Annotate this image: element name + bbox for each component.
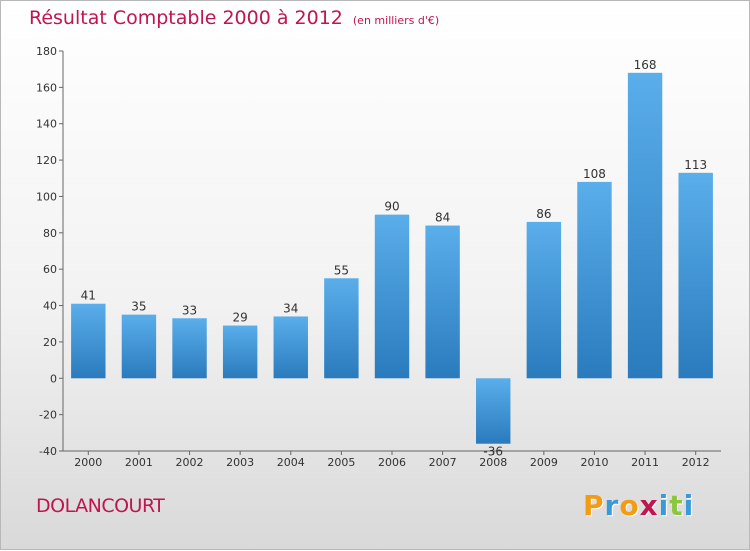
bar <box>222 325 258 379</box>
y-tick-label: 20 <box>43 336 57 349</box>
x-tick-label: 2010 <box>580 456 608 469</box>
x-tick-label: 2003 <box>226 456 254 469</box>
x-tick-label: 2011 <box>631 456 659 469</box>
bar <box>476 378 511 444</box>
bar-value-label: 33 <box>182 303 197 317</box>
y-tick-label: 140 <box>36 118 57 131</box>
bar-value-label: 34 <box>283 301 298 315</box>
y-tick-label: 120 <box>36 154 57 167</box>
bar-value-label: 168 <box>634 58 657 72</box>
commune-name: DOLANCOURT <box>36 495 165 517</box>
logo-letter: t <box>669 489 684 522</box>
chart-value-labels: 41 35 33 29 34 55 90 84 -36 86 108 168 113 <box>81 58 707 459</box>
chart-subtitle: (en milliers d'€) <box>352 14 440 27</box>
x-tick-label: 2004 <box>277 456 305 469</box>
bar <box>324 278 359 379</box>
bar-value-label: 29 <box>233 311 248 325</box>
bar <box>425 225 460 379</box>
bar-value-label: 55 <box>334 263 349 277</box>
proxiti-logo[interactable]: Proxiti <box>583 489 694 522</box>
y-tick-label: 40 <box>43 300 57 313</box>
x-tick-label: 2005 <box>327 456 355 469</box>
y-tick-label: 100 <box>36 190 57 203</box>
x-tick-label: 2002 <box>176 456 204 469</box>
x-tick-label: 2000 <box>74 456 102 469</box>
bar <box>627 72 663 379</box>
bar-value-label: 108 <box>583 167 606 181</box>
bar <box>121 314 157 379</box>
y-tick-label: 60 <box>43 263 57 276</box>
bar-value-label: -36 <box>483 445 503 459</box>
y-tick-label: -20 <box>39 409 57 422</box>
bar <box>678 172 713 379</box>
bar-value-label: 41 <box>81 289 96 303</box>
x-tick-label: 2007 <box>429 456 457 469</box>
bar-value-label: 84 <box>435 211 450 225</box>
bar-value-label: 90 <box>384 200 399 214</box>
bar <box>273 316 308 379</box>
y-tick-label: 80 <box>43 227 57 240</box>
x-tick-label: 2009 <box>530 456 558 469</box>
bar <box>172 318 207 379</box>
chart-title-text: Résultat Comptable 2000 à 2012 <box>29 7 343 29</box>
chart-title: Résultat Comptable 2000 à 2012 (en millie… <box>29 7 439 29</box>
bar-value-label: 86 <box>536 207 551 221</box>
logo-letter: i <box>658 489 670 522</box>
logo-letter: r <box>604 489 620 522</box>
bar-value-label: 113 <box>684 158 707 172</box>
logo-letter: i <box>683 489 695 522</box>
logo-letter: o <box>619 489 640 522</box>
x-tick-label: 2012 <box>682 456 710 469</box>
bar <box>374 214 410 379</box>
bar <box>526 221 562 379</box>
bar <box>71 303 106 379</box>
logo-letter: x <box>639 489 659 522</box>
x-tick-label: 2001 <box>125 456 153 469</box>
chart-bars <box>71 72 713 444</box>
logo-letter: P <box>583 489 605 522</box>
chart-axes: -40 -20 0 20 40 60 80 100 120 140 160 180 2000 2001 20… <box>36 45 721 469</box>
y-tick-label: 0 <box>50 372 57 385</box>
y-tick-label: 180 <box>36 45 57 58</box>
x-tick-label: 2006 <box>378 456 406 469</box>
bar-value-label: 35 <box>131 300 146 314</box>
bar <box>577 181 612 379</box>
y-tick-label: -40 <box>39 445 57 458</box>
y-tick-label: 160 <box>36 81 57 94</box>
x-tick-label: 2008 <box>479 456 507 469</box>
